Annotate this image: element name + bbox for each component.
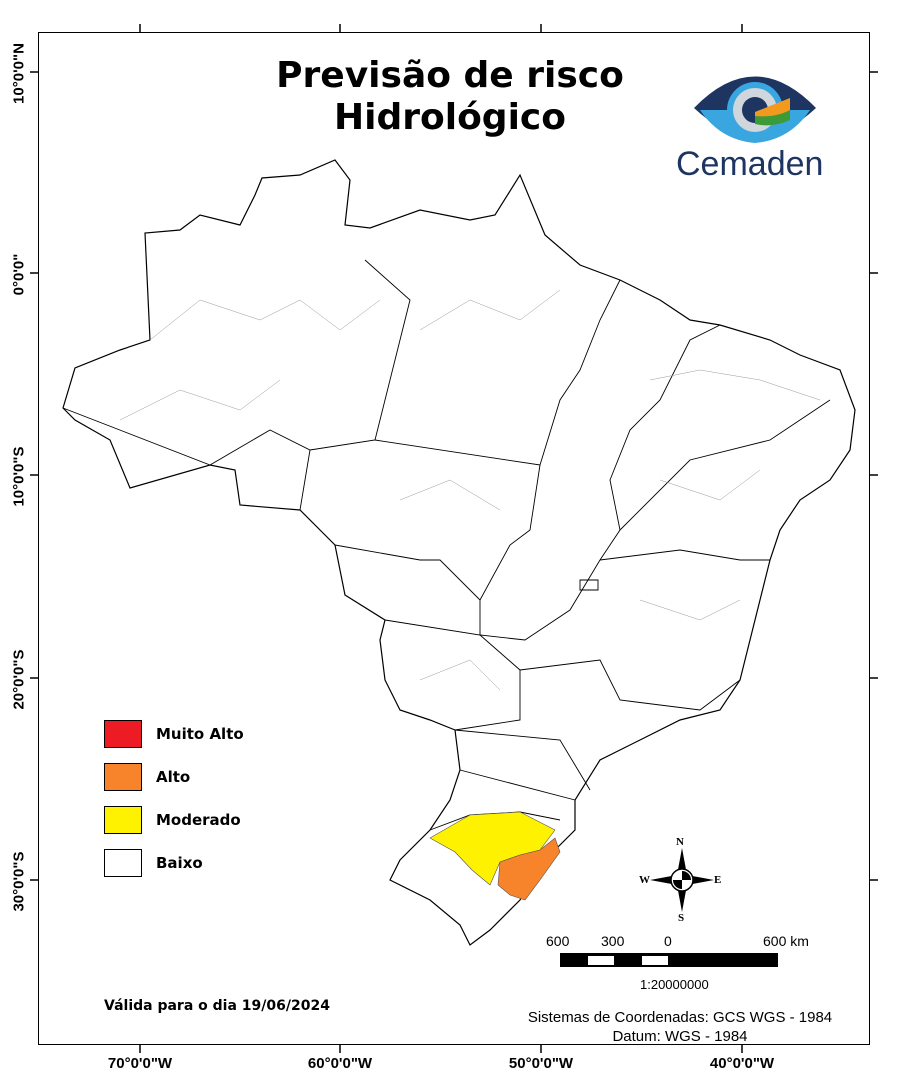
validity-date: Válida para o dia 19/06/2024 bbox=[104, 998, 330, 1014]
scale-label: 300 bbox=[601, 933, 625, 949]
legend-swatch bbox=[104, 805, 142, 834]
legend-label: Muito Alto bbox=[156, 724, 244, 743]
lon-label: 60°0'0"W bbox=[307, 1055, 373, 1072]
lon-label: 40°0'0"W bbox=[709, 1055, 775, 1072]
logo-text: Cemaden bbox=[676, 145, 824, 183]
compass-s: S bbox=[678, 912, 685, 924]
compass-rose bbox=[650, 848, 714, 912]
legend-item-alto: Alto bbox=[104, 755, 244, 798]
scale-label: 600 km bbox=[763, 933, 809, 949]
compass-w: W bbox=[639, 874, 650, 886]
lat-label: 30°0'0"S bbox=[10, 851, 28, 912]
scale-ratio: 1:20000000 bbox=[640, 977, 709, 992]
compass-e: E bbox=[714, 874, 722, 886]
compass-n: N bbox=[676, 836, 684, 848]
coordinate-system-line: Sistemas de Coordenadas: GCS WGS - 1984 bbox=[527, 1009, 833, 1026]
legend-item-moderado: Moderado bbox=[104, 798, 244, 841]
lat-label: 0°0'0" bbox=[10, 253, 28, 296]
risk-area-alto bbox=[497, 837, 561, 901]
datum-line: Datum: WGS - 1984 bbox=[612, 1028, 748, 1045]
lat-label: 20°0'0"S bbox=[10, 649, 28, 710]
scale-bar bbox=[560, 953, 778, 967]
lat-label: 10°0'0"S bbox=[10, 446, 28, 507]
legend-swatch bbox=[104, 762, 142, 791]
lat-label: 10°0'0"N bbox=[10, 43, 28, 104]
municipality-borders bbox=[119, 289, 821, 691]
scale-label: 600 bbox=[546, 933, 570, 949]
legend-label: Baixo bbox=[156, 853, 203, 872]
legend: Muito Alto Alto Moderado Baixo bbox=[104, 712, 244, 884]
graticule-ticks bbox=[30, 24, 878, 1053]
lon-label: 50°0'0"W bbox=[508, 1055, 574, 1072]
title-line-2: Hidrológico bbox=[334, 97, 566, 138]
state-borders bbox=[62, 259, 831, 831]
legend-swatch bbox=[104, 719, 142, 748]
legend-item-baixo: Baixo bbox=[104, 841, 244, 884]
lon-label: 70°0'0"W bbox=[107, 1055, 173, 1072]
map-title: Previsão de risco Hidrológico bbox=[230, 55, 670, 139]
legend-label: Alto bbox=[156, 767, 191, 786]
coordinate-system: Sistemas de Coordenadas: GCS WGS - 1984 … bbox=[480, 1008, 880, 1046]
brazil-outline bbox=[62, 159, 856, 946]
scale-label: 0 bbox=[664, 933, 672, 949]
legend-swatch bbox=[104, 848, 142, 877]
legend-item-muito-alto: Muito Alto bbox=[104, 712, 244, 755]
map-frame bbox=[38, 32, 870, 1045]
title-line-1: Previsão de risco bbox=[276, 55, 624, 96]
legend-label: Moderado bbox=[156, 810, 241, 829]
cemaden-logo-icon bbox=[694, 76, 816, 143]
